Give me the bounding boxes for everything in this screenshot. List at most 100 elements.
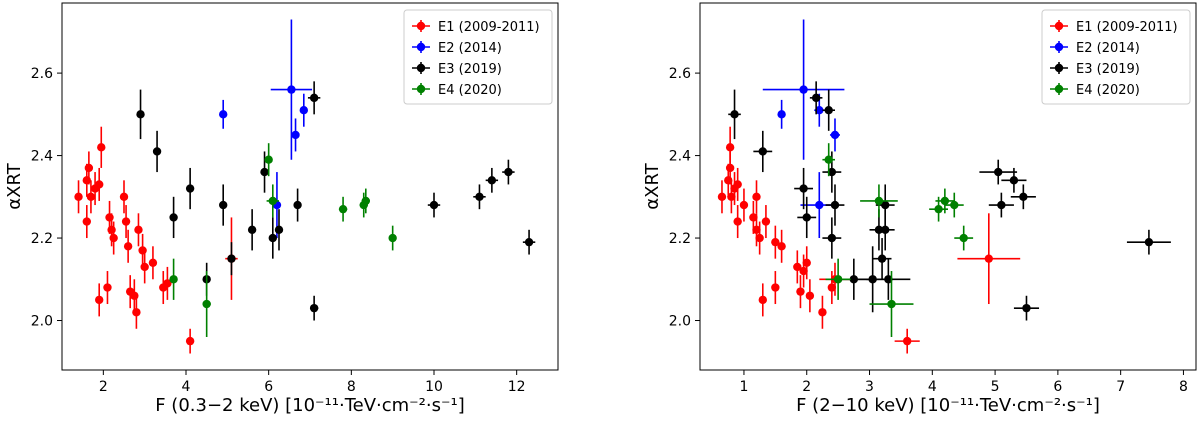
data-point [818, 308, 827, 317]
data-point [994, 167, 1003, 177]
data-point [830, 130, 840, 140]
data-point [219, 110, 228, 119]
right-scatter-panel: 1 2 3 4 5 6 7 8 2.0 2.2 2.4 2.6 F (2−10 keV) [10⁻¹¹·… [642, 2, 1197, 416]
x-tick-label: 10 [425, 379, 443, 395]
legend-marker-dot [1054, 42, 1064, 52]
data-point [725, 143, 735, 152]
data-point [752, 192, 761, 202]
data-point [291, 130, 300, 140]
legend-label: E4 (2020) [1076, 83, 1140, 98]
legend-marker-dot [416, 84, 426, 94]
data-point [97, 143, 106, 152]
data-point [950, 200, 959, 210]
data-point [105, 213, 114, 222]
legend-label: E3 (2019) [1076, 62, 1140, 77]
data-point [805, 291, 815, 300]
data-point [86, 192, 96, 202]
x-tick-label: 3 [865, 379, 874, 395]
y-tick-label: 2.0 [669, 314, 691, 330]
data-point [997, 200, 1006, 210]
data-point [429, 200, 439, 210]
series-2 [219, 19, 313, 239]
x-tick-label: 4 [928, 379, 937, 395]
data-point [815, 106, 824, 115]
data-point [361, 196, 370, 206]
x-tick-label: 6 [1053, 379, 1062, 395]
series-4 [169, 143, 397, 338]
data-point [777, 242, 786, 251]
data-point [504, 167, 513, 177]
data-point [130, 291, 139, 300]
legend-label: E3 (2019) [438, 62, 502, 77]
data-point [824, 106, 833, 115]
series-3 [728, 81, 1171, 321]
x-tick-label: 12 [508, 379, 526, 395]
y-axis-label: αXRT [642, 162, 663, 209]
data-point [815, 200, 824, 210]
data-point [309, 303, 319, 313]
data-point [758, 295, 767, 305]
data-point [287, 85, 296, 94]
x-axis-label: F (2−10 keV) [10⁻¹¹·TeV·cm⁻²·s⁻¹] [796, 395, 1100, 416]
data-point [136, 110, 145, 119]
data-point [107, 225, 116, 234]
y-tick-label: 2.6 [669, 66, 691, 82]
left-scatter-panel: 2 4 6 8 10 12 2.0 2.2 2.4 2.6 F (0.3−2 keV) [10⁻¹¹… [4, 2, 559, 416]
x-tick-label: 4 [182, 379, 191, 395]
data-point [169, 213, 178, 222]
legend-label: E1 (2009-2011) [1076, 20, 1178, 35]
plot-frame [699, 2, 1197, 371]
data-point [877, 254, 887, 263]
data-point [268, 196, 277, 206]
plot-frame [61, 2, 559, 371]
y-axis-label: αXRT [4, 162, 25, 209]
data-point [802, 258, 811, 267]
data-point [95, 180, 104, 189]
data-point [299, 106, 308, 115]
series-2 [762, 19, 845, 239]
data-point [771, 283, 780, 292]
x-tick-label: 8 [347, 379, 356, 395]
y-tick-label: 2.2 [31, 231, 53, 247]
data-point [833, 275, 843, 284]
y-tick-label: 2.2 [669, 231, 691, 247]
data-point [799, 266, 808, 276]
data-point [148, 258, 158, 267]
data-point [799, 184, 808, 193]
legend-marker-dot [416, 42, 426, 52]
data-point [827, 283, 837, 292]
data-point [887, 299, 896, 309]
data-point [984, 254, 994, 263]
series-1 [717, 126, 1021, 354]
data-point [874, 196, 884, 206]
data-point [824, 155, 833, 164]
data-point [827, 233, 837, 243]
data-point [152, 147, 162, 156]
data-point [388, 233, 397, 243]
legend-label: E1 (2009-2011) [438, 20, 540, 35]
data-point [227, 254, 236, 263]
data-point [733, 180, 742, 189]
data-point [830, 200, 840, 210]
y-tick-label: 2.0 [31, 314, 53, 330]
data-point [121, 217, 131, 226]
legend-marker-dot [1054, 63, 1064, 73]
legend-marker-dot [416, 63, 426, 73]
data-point [274, 225, 284, 234]
legend-label: E4 (2020) [438, 83, 502, 98]
data-point [752, 225, 761, 234]
data-point [940, 196, 950, 206]
data-point [219, 200, 228, 210]
data-point [247, 225, 257, 234]
data-point [796, 287, 805, 296]
data-point [185, 184, 195, 193]
data-point [138, 246, 147, 255]
data-point [733, 217, 742, 226]
data-point [260, 167, 269, 177]
data-point [881, 200, 890, 210]
data-point [771, 237, 780, 247]
data-point [123, 242, 133, 251]
data-point [95, 295, 104, 305]
legend-marker-dot [416, 21, 426, 31]
